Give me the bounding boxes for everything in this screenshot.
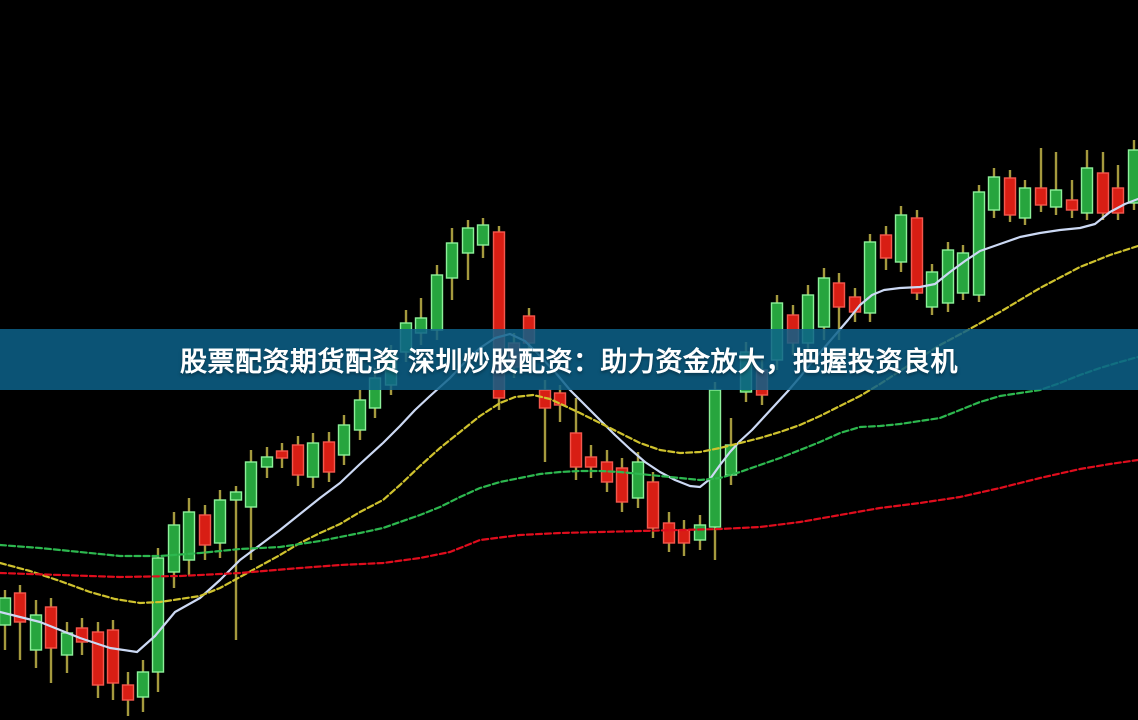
candle-up bbox=[151, 557, 165, 673]
candle-up bbox=[60, 632, 74, 656]
candle-down bbox=[910, 217, 924, 294]
candle-up bbox=[182, 511, 196, 561]
candle-up bbox=[461, 227, 475, 254]
candle-up bbox=[337, 424, 351, 456]
candle-up bbox=[693, 524, 707, 541]
candle-down bbox=[584, 456, 598, 468]
candle-up bbox=[1127, 149, 1138, 204]
candle-up bbox=[817, 277, 831, 328]
candle-up bbox=[894, 214, 908, 263]
candle-down bbox=[492, 231, 506, 399]
candle-down bbox=[198, 514, 212, 546]
candle-down bbox=[322, 441, 336, 473]
candle-down bbox=[646, 481, 660, 529]
candle-down bbox=[677, 529, 691, 544]
candle-down bbox=[1003, 177, 1017, 216]
candle-up bbox=[708, 389, 722, 528]
candle-up bbox=[213, 499, 227, 544]
candle-up bbox=[631, 461, 645, 499]
candle-up bbox=[244, 461, 258, 508]
candle-down bbox=[106, 629, 120, 684]
ma-fast-light-blue-line bbox=[0, 197, 1138, 654]
candle-up bbox=[430, 274, 444, 331]
candle-up bbox=[229, 491, 243, 501]
candle-down bbox=[1111, 187, 1125, 214]
candle-down bbox=[569, 432, 583, 468]
candle-down bbox=[615, 467, 629, 503]
candle-down bbox=[291, 444, 305, 476]
candle-down bbox=[75, 627, 89, 643]
candle-down bbox=[91, 631, 105, 686]
candle-down bbox=[275, 450, 289, 459]
candle-up bbox=[445, 242, 459, 279]
candle-down bbox=[662, 522, 676, 544]
candle-up bbox=[987, 176, 1001, 211]
candle-up bbox=[972, 191, 986, 296]
candle-up bbox=[956, 252, 970, 294]
candle-down bbox=[13, 592, 27, 623]
candle-up bbox=[29, 614, 43, 651]
candle-up bbox=[1018, 187, 1032, 219]
banner-title: 股票配资期货配资 深圳炒股配资：助力资金放大，把握投资良机 bbox=[179, 347, 958, 377]
candle-up bbox=[941, 249, 955, 304]
candle-up bbox=[925, 271, 939, 308]
candle-up bbox=[863, 241, 877, 314]
candle-down bbox=[879, 234, 893, 259]
headline-banner: 股票配资期货配资 深圳炒股配资：助力资金放大，把握投资良机 bbox=[0, 329, 1138, 390]
candle-down bbox=[1065, 199, 1079, 211]
candle-up bbox=[260, 456, 274, 468]
candle-down bbox=[832, 282, 846, 308]
candle-up bbox=[1080, 167, 1094, 214]
candle-up bbox=[136, 671, 150, 698]
candle-down bbox=[121, 684, 135, 701]
candle-down bbox=[553, 392, 567, 406]
ma-green-line bbox=[0, 355, 1138, 558]
candle-up bbox=[476, 224, 490, 246]
candle-up bbox=[353, 399, 367, 431]
candle-up bbox=[0, 597, 12, 626]
candle-up bbox=[167, 524, 181, 573]
candle-up bbox=[306, 442, 320, 478]
candle-down bbox=[1096, 172, 1110, 214]
ma-red-line bbox=[0, 458, 1138, 579]
candle-down bbox=[1034, 187, 1048, 206]
candle-up bbox=[1049, 189, 1063, 208]
